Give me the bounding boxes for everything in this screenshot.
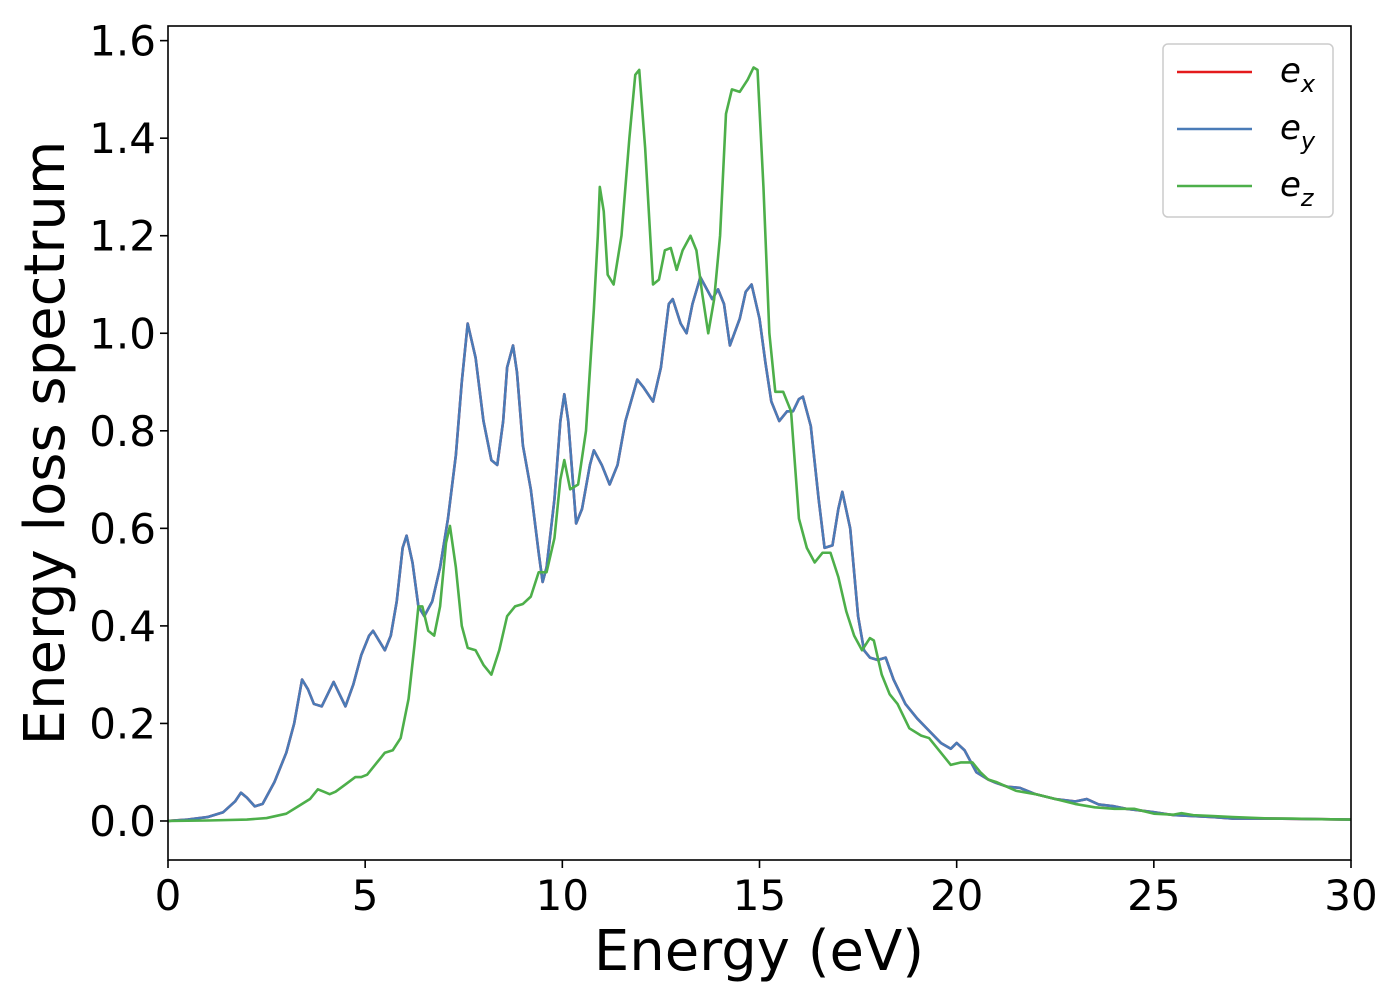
y-tick-label: 1.6 [89,17,156,66]
y-tick-label: 0.4 [89,602,156,651]
legend-label-z: ez [1280,165,1315,212]
x-tick-label: 25 [1127,871,1180,920]
x-tick-label: 20 [930,871,983,920]
y-tick-label: 1.2 [89,212,156,261]
x-tick-label: 15 [733,871,786,920]
plot-background [168,26,1351,860]
x-tick-label: 0 [155,871,182,920]
y-tick-label: 0.6 [89,504,156,553]
series-layer [168,66,1351,823]
legend-box [1162,43,1334,218]
y-tick-label: 1.4 [89,114,156,163]
series-line-y [168,275,1351,823]
legend: ex ey ez [1162,43,1334,218]
y-axis: 0.0 0.2 0.4 0.6 0.8 1.0 1.2 1.4 1.6 [89,17,168,846]
legend-label-y: ey [1280,108,1316,155]
x-tick-label: 5 [352,871,379,920]
series-line-z [168,66,1351,823]
y-tick-label: 0.2 [89,699,156,748]
y-tick-label: 0.0 [89,797,156,846]
x-tick-label: 30 [1324,871,1377,920]
y-axis-label: Energy loss spectrum [13,141,78,746]
x-axis: 0 5 10 15 20 25 30 [155,860,1378,920]
x-axis-label: Energy (eV) [594,919,924,984]
y-tick-label: 1.0 [89,309,156,358]
x-tick-label: 10 [536,871,589,920]
legend-label-x: ex [1280,51,1316,98]
y-tick-label: 0.8 [89,407,156,456]
